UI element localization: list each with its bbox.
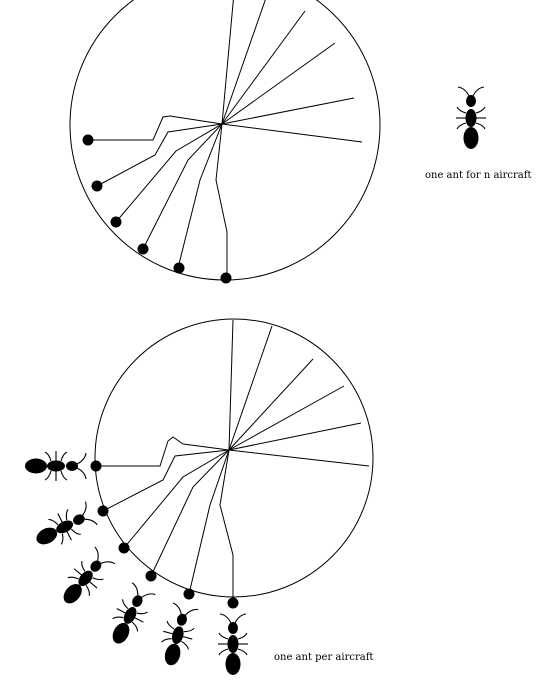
ant-icon (456, 87, 486, 149)
ant-icon (30, 500, 98, 554)
top-node-3 (111, 217, 122, 228)
bottom-nodes (91, 461, 239, 609)
top-radial-routes (222, 0, 362, 142)
top-node-4 (138, 244, 149, 255)
caption-one-ant-for-n-aircraft: one ant for n aircraft (425, 170, 531, 181)
ant-icon (155, 602, 200, 669)
ant-icon-group (25, 451, 248, 675)
top-node-1 (83, 135, 94, 146)
bottom-node-1 (91, 461, 102, 472)
bottom-node-6 (228, 598, 239, 609)
bottom-node-4 (146, 571, 157, 582)
bottom-coverage-circle (95, 319, 373, 597)
bottom-radial-routes (229, 320, 369, 466)
top-branch-paths (88, 116, 227, 278)
top-panel (70, 0, 380, 280)
bottom-node-5 (184, 589, 195, 600)
ant-icon (218, 614, 248, 675)
top-node-6 (221, 273, 232, 284)
top-node-2 (92, 181, 103, 192)
bottom-node-2 (98, 506, 109, 517)
bottom-panel (95, 319, 373, 603)
ant-icon (25, 451, 86, 481)
ant-icon (54, 546, 116, 612)
top-node-5 (174, 263, 185, 274)
bottom-node-3 (119, 543, 130, 554)
ant-icon (103, 582, 157, 650)
caption-one-ant-per-aircraft: one ant per aircraft (274, 652, 373, 663)
